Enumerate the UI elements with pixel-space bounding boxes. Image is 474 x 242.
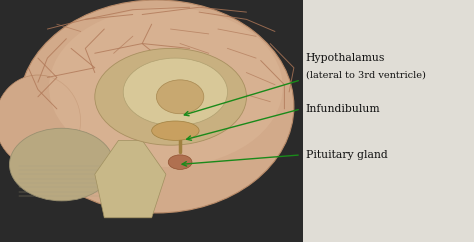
Ellipse shape [0, 75, 81, 167]
Text: Pituitary gland: Pituitary gland [306, 150, 387, 160]
Ellipse shape [123, 58, 228, 126]
Ellipse shape [9, 128, 114, 201]
Ellipse shape [152, 121, 199, 140]
Text: Infundibulum: Infundibulum [306, 104, 380, 114]
Polygon shape [95, 140, 166, 218]
Text: Hypothalamus: Hypothalamus [306, 53, 385, 63]
Text: (lateral to 3rd ventricle): (lateral to 3rd ventricle) [306, 70, 426, 80]
Ellipse shape [95, 48, 246, 145]
Ellipse shape [156, 80, 204, 114]
Ellipse shape [168, 155, 192, 169]
Ellipse shape [49, 7, 283, 167]
Ellipse shape [19, 0, 294, 213]
Bar [0, 0, 303, 242]
